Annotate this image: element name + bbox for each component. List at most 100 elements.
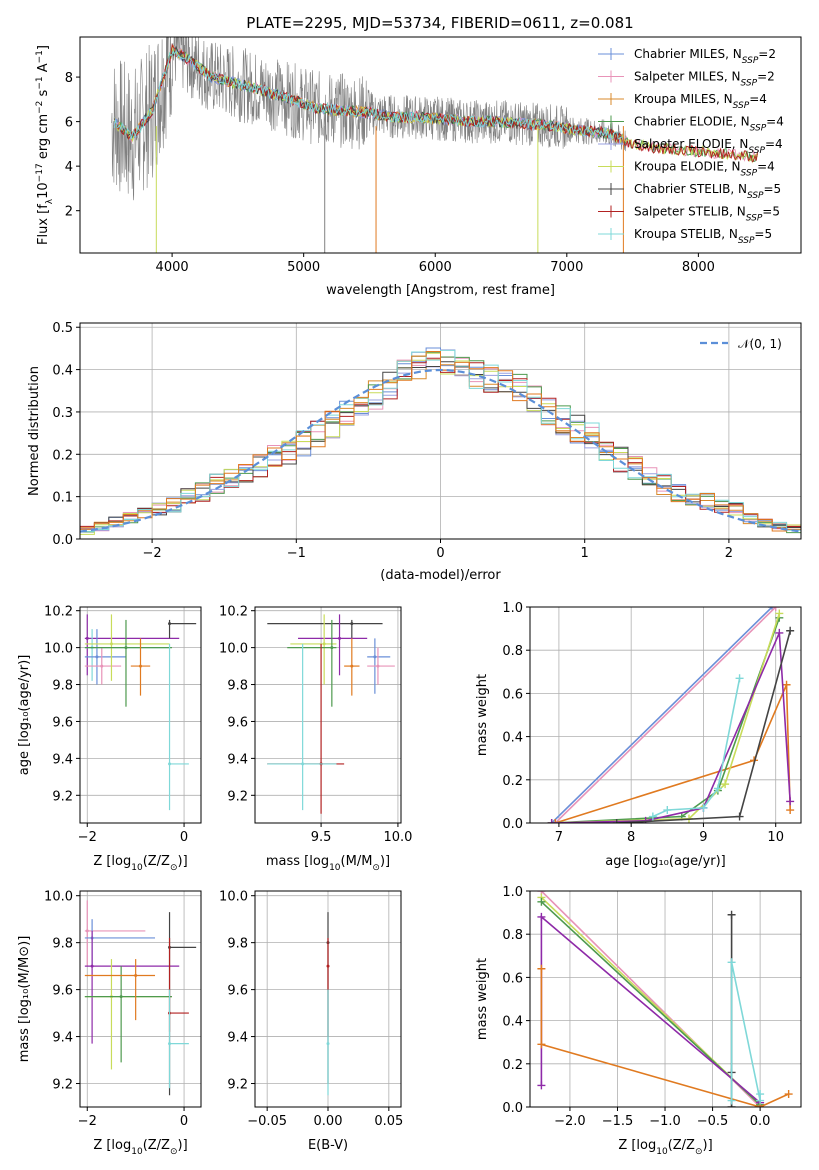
y-tick-label: 9.4 (227, 752, 248, 767)
axes-frame (79, 890, 202, 1108)
axes-frame (79, 322, 802, 540)
data-point (90, 964, 94, 968)
data-point (330, 646, 334, 650)
data-point (85, 636, 89, 640)
x-tick-label: −2 (78, 1114, 97, 1129)
figure-title: PLATE=2295, MJD=53734, FIBERID=0611, z=0… (246, 14, 633, 32)
y-tick-label: 1.0 (502, 601, 523, 616)
plus-marker (537, 1081, 546, 1090)
plus-marker (537, 1040, 546, 1049)
mass-weight-series (730, 962, 761, 1101)
y-tick-label: 0.2 (502, 774, 523, 789)
x-axis-label: (data-model)/error (380, 568, 501, 583)
x-tick-label: 7000 (550, 260, 583, 275)
y-tick-label: 2 (65, 205, 73, 220)
y-tick-label: 0.6 (502, 971, 523, 986)
x-tick-label: 8000 (682, 260, 715, 275)
axes-frame (529, 890, 802, 1108)
errorbar-plot (326, 912, 330, 1096)
y-tick-label: 1.0 (502, 885, 523, 900)
data-point (119, 995, 123, 999)
histogram-series (80, 347, 801, 533)
legend-entry: Salpeter STELIB, NSSP=5 (634, 205, 780, 224)
y-tick-label: 0.4 (502, 731, 523, 746)
plus-marker (648, 812, 657, 821)
model-spectrum (113, 45, 624, 144)
errorbar-plot (84, 900, 197, 1096)
y-tick-label: 9.6 (52, 984, 73, 999)
mass-weight-series (540, 968, 789, 1107)
y-tick-label: 0.8 (502, 644, 523, 659)
histogram-series (80, 351, 801, 532)
mass-weight-series (554, 607, 777, 823)
plus-marker (775, 609, 784, 618)
plus-marker (786, 626, 795, 635)
hist-plot (80, 347, 801, 535)
x-tick-label: −1 (287, 546, 306, 561)
axes-frame (79, 606, 202, 824)
y-tick-label: 9.4 (227, 1031, 248, 1046)
x-tick-label: −2 (78, 830, 97, 845)
x-tick-label: −2.0 (554, 1114, 586, 1129)
y-axis-label: age [log₁₀(age/yr)] (17, 655, 32, 776)
x-tick-label: −2 (143, 546, 162, 561)
x-tick-label: 1 (581, 546, 589, 561)
mass-weight-series (652, 678, 741, 818)
mass-weight-plot (547, 607, 795, 823)
plus-marker (735, 812, 744, 821)
y-tick-label: 0.1 (52, 491, 73, 506)
y-tick-label: 0.4 (52, 364, 73, 379)
plus-marker (756, 1090, 765, 1099)
spectrum-plot (111, 37, 759, 253)
axes-frame (254, 606, 402, 824)
x-tick-label: 0.05 (374, 1114, 403, 1129)
plus-marker (699, 803, 708, 812)
data-point (338, 636, 342, 640)
y-tick-label: 8 (65, 71, 73, 86)
legend-entry: Salpeter MILES, NSSP=2 (634, 70, 775, 89)
plus-marker (727, 1096, 736, 1105)
mass-weight-series (551, 632, 791, 823)
mass-weight-plot (537, 891, 793, 1107)
x-tick-label: 8 (627, 830, 635, 845)
x-tick-label: 0.00 (314, 1114, 343, 1129)
data-point (376, 664, 380, 668)
observed-spectrum (111, 37, 627, 201)
y-tick-label: 9.2 (227, 1078, 248, 1093)
y-tick-label: 9.4 (52, 1031, 73, 1046)
y-tick-label: 9.8 (227, 679, 248, 694)
y-tick-label: 9.6 (52, 715, 73, 730)
y-tick-label: 9.8 (52, 937, 73, 952)
x-axis-label: Z [log10(Z/Z⊙)] (93, 1138, 187, 1157)
data-point (301, 762, 305, 766)
axes-frame (79, 36, 802, 254)
plus-marker (612, 819, 621, 823)
x-tick-label: 5000 (287, 260, 320, 275)
data-point (100, 664, 104, 668)
errorbar-plot (267, 614, 395, 814)
y-tick-label: 10.0 (219, 642, 248, 657)
x-tick-label: −0.05 (247, 1114, 287, 1129)
y-tick-label: 9.6 (227, 715, 248, 730)
x-tick-label: 0 (180, 1114, 188, 1129)
plus-marker (551, 819, 560, 823)
mass-weight-series (540, 915, 761, 1104)
plus-marker (547, 819, 556, 823)
y-tick-label: 0.6 (502, 687, 523, 702)
data-point (326, 964, 330, 968)
y-tick-label: 9.8 (52, 679, 73, 694)
x-tick-label: 6000 (419, 260, 452, 275)
y-tick-label: 9.2 (52, 1078, 73, 1093)
legend-entry: Kroupa MILES, NSSP=4 (634, 92, 767, 111)
y-axis-label: Normed distribution (27, 366, 42, 496)
data-point (168, 762, 172, 766)
plus-marker (786, 797, 795, 806)
x-tick-label: 10 (767, 830, 784, 845)
x-tick-label: 7 (555, 830, 563, 845)
mass-weight-series (551, 613, 781, 823)
y-tick-label: 0.5 (52, 321, 73, 336)
legend-entry: Kroupa ELODIE, NSSP=4 (634, 160, 775, 179)
data-point (168, 622, 172, 626)
legend-entry: Chabrier MILES, NSSP=2 (634, 47, 776, 66)
